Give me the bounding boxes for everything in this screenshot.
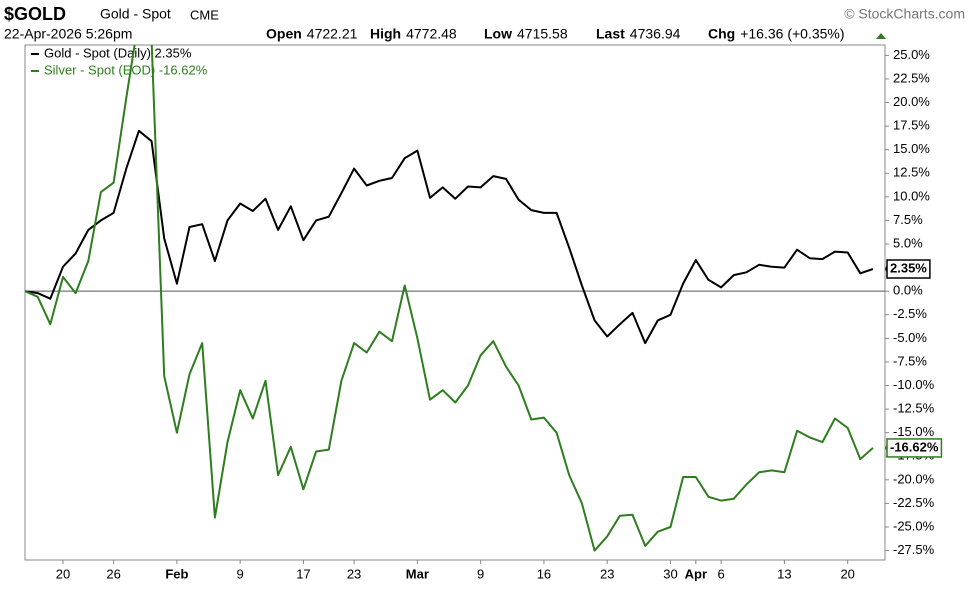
last-value-pointer <box>885 265 887 274</box>
x-tick-label: Apr <box>685 566 707 581</box>
y-tick-label: -2.5% <box>893 306 927 321</box>
y-tick-label: 7.5% <box>893 212 923 227</box>
up-arrow <box>876 33 886 39</box>
quote-value: 4715.58 <box>517 26 568 42</box>
y-tick-label: -15.0% <box>893 424 935 439</box>
y-tick-label: -20.0% <box>893 471 935 486</box>
x-tick-label: 9 <box>477 566 484 581</box>
copyright: © StockCharts.com <box>844 6 965 22</box>
legend-label: Gold - Spot (Daily) 2.35% <box>44 45 192 60</box>
x-tick-label: 9 <box>237 566 244 581</box>
x-tick-label: Feb <box>165 566 188 581</box>
quote-bar: Open 4722.21 High 4772.48 Low 4715.58 Last 4736… <box>266 26 886 42</box>
last-value-label: -16.62% <box>890 439 939 454</box>
y-tick-label: -5.0% <box>893 330 927 345</box>
y-tick-label: 25.0% <box>893 47 930 62</box>
x-tick-label: Mar <box>406 566 429 581</box>
y-tick-label: 22.5% <box>893 70 930 85</box>
last-value-label: 2.35% <box>890 260 927 275</box>
y-tick-label: -7.5% <box>893 353 927 368</box>
quote-label: Open <box>266 26 302 42</box>
plot-border <box>24 44 886 561</box>
x-tick-label: 23 <box>347 566 361 581</box>
legend: Gold - Spot (Daily) 2.35% Silver - Spot (… <box>31 45 208 77</box>
x-tick-label: 23 <box>600 566 614 581</box>
quote-value: 4736.94 <box>630 26 681 42</box>
y-tick-label: 12.5% <box>893 165 930 180</box>
instrument-name: Gold - Spot <box>100 6 171 22</box>
x-tick-label: 13 <box>777 566 791 581</box>
y-tick-label: 10.0% <box>893 188 930 203</box>
symbol: $GOLD <box>4 4 66 24</box>
series-line <box>25 129 874 345</box>
y-tick-label: 5.0% <box>893 235 923 250</box>
quote-label: High <box>370 26 401 42</box>
x-tick-label: 30 <box>663 566 677 581</box>
last-value-pointer <box>885 443 887 452</box>
x-tick-label: 17 <box>296 566 310 581</box>
x-tick-label: 20 <box>840 566 854 581</box>
y-tick-label: -27.5% <box>893 542 935 557</box>
x-tick-label: 20 <box>56 566 70 581</box>
date: 22-Apr-2026 5:26pm <box>4 26 132 42</box>
x-tick-label: 26 <box>106 566 120 581</box>
y-tick-label: -22.5% <box>893 495 935 510</box>
y-tick-label: -25.0% <box>893 518 935 533</box>
quote-label: Last <box>596 26 625 42</box>
y-tick-label: 17.5% <box>893 118 930 133</box>
quote-value: +16.36 (+0.35%) <box>740 26 844 42</box>
quote-label: Chg <box>708 26 735 42</box>
quote-label: Low <box>484 26 512 42</box>
x-tick-label: 6 <box>718 566 725 581</box>
y-tick-label: -12.5% <box>893 401 935 416</box>
plot-area <box>25 45 874 552</box>
y-tick-label: 15.0% <box>893 141 930 156</box>
series-line <box>25 45 874 552</box>
legend-label: Silver - Spot (EOD) -16.62% <box>44 62 208 77</box>
y-tick-label: 20.0% <box>893 94 930 109</box>
exchange: CME <box>190 7 219 22</box>
quote-value: 4772.48 <box>406 26 457 42</box>
quote-value: 4722.21 <box>307 26 358 42</box>
y-tick-label: 0.0% <box>893 283 923 298</box>
x-tick-label: 16 <box>537 566 551 581</box>
y-tick-label: -10.0% <box>893 377 935 392</box>
